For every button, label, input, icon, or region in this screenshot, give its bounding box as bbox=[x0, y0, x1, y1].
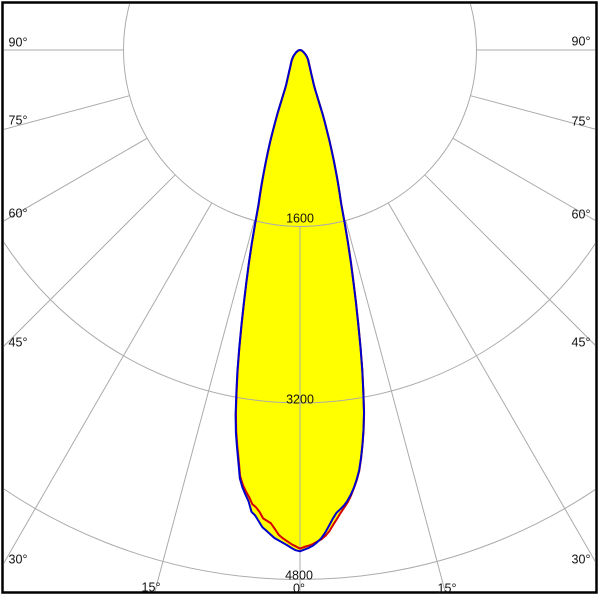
angle-label-15deg: 15° bbox=[438, 582, 457, 596]
angle-label-0deg: 0° bbox=[293, 582, 305, 596]
grid-radial-right-75 bbox=[470, 95, 595, 130]
angle-label-90deg: 90° bbox=[9, 36, 28, 50]
angle-label-75deg: 75° bbox=[572, 115, 591, 129]
grid-radial-right-45 bbox=[424, 174, 595, 346]
ring-label-1600: 1600 bbox=[286, 212, 314, 226]
ring-label-4800: 4800 bbox=[285, 569, 313, 583]
grid-radial-right-15 bbox=[345, 220, 446, 592]
labels-group: 1600 3200 4800 90° 75° 60° 45° 30° 90° 75° 60° 45° 3… bbox=[9, 35, 591, 596]
angle-label-45deg: 45° bbox=[9, 336, 28, 350]
angle-label-45deg: 45° bbox=[572, 336, 591, 350]
angle-label-60deg: 60° bbox=[572, 208, 591, 222]
grid-radial-right-60 bbox=[452, 137, 595, 221]
angle-label-60deg: 60° bbox=[9, 207, 28, 221]
grid-radial-left-60 bbox=[4, 137, 148, 222]
grid-radial-right-30 bbox=[387, 202, 595, 562]
grid-radial-left-45 bbox=[4, 174, 176, 347]
angle-label-75deg: 75° bbox=[9, 114, 28, 128]
intensity-curve-blue bbox=[234, 49, 365, 553]
grid-radial-left-15 bbox=[154, 220, 255, 592]
angle-label-15deg: 15° bbox=[142, 581, 161, 595]
grid-radial-left-30 bbox=[4, 202, 213, 564]
angle-label-30deg: 30° bbox=[572, 553, 591, 567]
angle-label-90deg: 90° bbox=[572, 35, 591, 49]
ring-label-3200: 3200 bbox=[286, 393, 314, 407]
angle-label-30deg: 30° bbox=[9, 553, 28, 567]
grid-radial-left-75 bbox=[4, 95, 130, 130]
curves-group bbox=[234, 49, 366, 553]
